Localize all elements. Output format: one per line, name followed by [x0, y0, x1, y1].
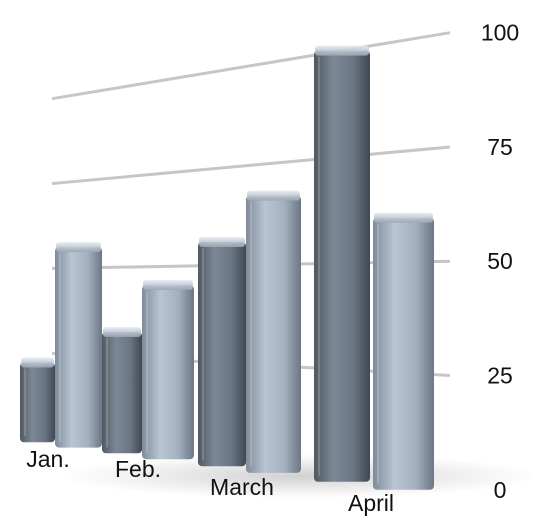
x-tick-label: Jan.: [26, 446, 69, 472]
y-tick-label: 100: [481, 20, 519, 46]
x-tick-label: Feb.: [115, 456, 161, 482]
y-tick-label: 75: [487, 134, 513, 160]
bar-april-series2: [373, 212, 434, 490]
x-tick-label: March: [210, 474, 274, 500]
gridline-75: [51, 145, 451, 186]
y-tick-label: 0: [494, 477, 507, 503]
y-tick-label: 25: [487, 363, 513, 389]
bar-feb-series1: [102, 326, 142, 454]
bar-jan-series2: [55, 242, 102, 448]
x-tick-label: April: [348, 490, 394, 516]
y-tick-label: 50: [487, 248, 513, 274]
bar-march-series2: [246, 190, 301, 473]
x-axis: Jan. Feb. March April: [26, 446, 394, 516]
y-axis: 0 25 50 75 100: [481, 20, 519, 503]
gridline-100: [51, 31, 451, 101]
bar-march-series1: [198, 236, 246, 467]
bar-april-series1: [314, 45, 370, 482]
bar-feb-series2: [142, 280, 194, 460]
bar-jan-series1: [20, 357, 55, 443]
bars: [20, 45, 434, 490]
